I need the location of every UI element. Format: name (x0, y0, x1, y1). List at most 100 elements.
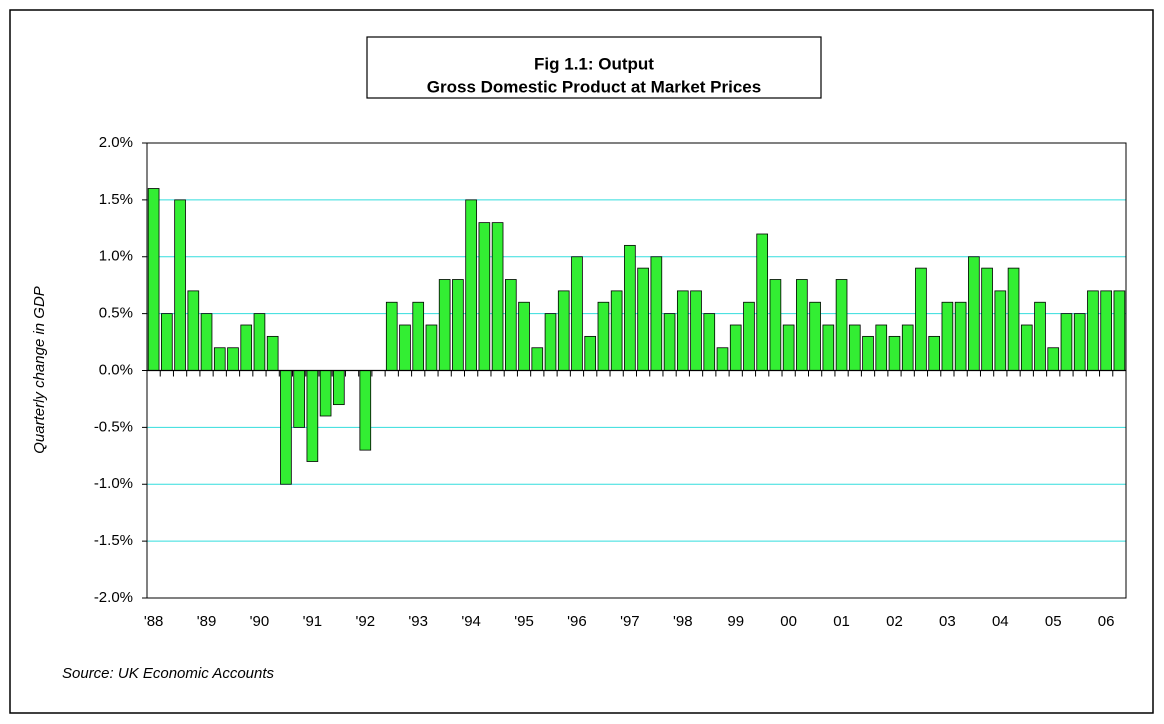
bar (213, 347, 226, 371)
bar (438, 279, 451, 371)
bar (333, 370, 345, 406)
x-tick-label: '98 (673, 613, 693, 630)
bar (174, 199, 186, 371)
y-tick-label: 1.0% (99, 248, 133, 265)
bar (1113, 290, 1126, 371)
bar (1100, 290, 1112, 371)
bar (161, 313, 173, 371)
chart-title: Fig 1.1: Output (534, 54, 654, 73)
bar (399, 324, 411, 371)
plot-border (146, 142, 1127, 599)
bar (465, 199, 477, 371)
x-tick-label: '92 (356, 613, 376, 630)
bar (862, 335, 874, 371)
y-tick-label: -1.5% (94, 532, 133, 549)
bar (1020, 324, 1033, 371)
bar (531, 347, 544, 371)
bar (253, 313, 266, 371)
bar (676, 290, 689, 371)
bar (518, 301, 530, 371)
bar (227, 347, 239, 371)
bar (504, 279, 517, 371)
bar (412, 301, 425, 371)
bar (994, 290, 1007, 371)
bar (650, 256, 663, 371)
bar (729, 324, 742, 371)
y-tick-label: -0.5% (94, 418, 133, 435)
bar (928, 335, 940, 371)
bar (835, 279, 848, 371)
x-tick-label: '97 (620, 613, 640, 630)
x-tick-label: 05 (1045, 613, 1062, 630)
bar (954, 301, 967, 371)
x-tick-label: 99 (727, 613, 744, 630)
bar (1073, 313, 1086, 371)
y-tick-label: -2.0% (94, 589, 133, 606)
bar (981, 267, 993, 371)
bar (385, 301, 398, 371)
x-tick-label: '91 (303, 613, 323, 630)
bar (796, 279, 808, 371)
title-box (366, 36, 822, 99)
bar (359, 370, 372, 451)
bar (809, 301, 821, 371)
x-tick-label: 04 (992, 613, 1009, 630)
bar (888, 335, 901, 371)
bar (557, 290, 570, 371)
bar (200, 313, 213, 371)
bar (425, 324, 438, 371)
bar (293, 370, 305, 428)
x-tick-label: 00 (780, 613, 797, 630)
x-tick-label: 06 (1098, 613, 1115, 630)
bar (782, 324, 795, 371)
bar (610, 290, 623, 371)
bar (187, 290, 200, 371)
x-tick-label: '96 (567, 613, 587, 630)
bar (319, 370, 332, 417)
y-tick-label: 0.5% (99, 305, 133, 322)
x-tick-label: '93 (408, 613, 428, 630)
bar (1034, 301, 1046, 371)
bar (703, 313, 716, 371)
source-note: Source: UK Economic Accounts (62, 665, 275, 682)
bar (306, 370, 319, 462)
bar (915, 267, 927, 371)
bar (280, 370, 292, 485)
x-tick-label: '95 (514, 613, 534, 630)
bar (743, 301, 755, 371)
bar (875, 324, 888, 371)
y-axis-label: Quarterly change in GDP (31, 286, 48, 454)
bar (147, 188, 160, 371)
bar (240, 324, 253, 371)
bar (756, 233, 769, 371)
bar (624, 244, 636, 371)
bar (478, 222, 491, 371)
x-tick-label: 01 (833, 613, 850, 630)
x-tick-label: 03 (939, 613, 956, 630)
bar (716, 347, 729, 371)
x-tick-label: '89 (197, 613, 217, 630)
x-tick-label: '94 (461, 613, 481, 630)
bar (637, 267, 649, 371)
bar (968, 256, 980, 371)
y-tick-label: 1.5% (99, 191, 133, 208)
bar (769, 279, 782, 371)
bar (1060, 313, 1073, 371)
bar (663, 313, 676, 371)
bar (266, 335, 279, 371)
bar (1047, 347, 1060, 371)
bar (1007, 267, 1020, 371)
bar (901, 324, 914, 371)
bar (491, 222, 504, 371)
bar (597, 301, 610, 371)
chart-subtitle: Gross Domestic Product at Market Prices (427, 77, 761, 96)
bar (941, 301, 954, 371)
bar (584, 335, 597, 371)
x-tick-label: '88 (144, 613, 164, 630)
y-tick-label: 0.0% (99, 361, 133, 378)
x-tick-label: '90 (250, 613, 270, 630)
bar (848, 324, 861, 371)
y-tick-label: -1.0% (94, 475, 133, 492)
bar (1087, 290, 1099, 371)
